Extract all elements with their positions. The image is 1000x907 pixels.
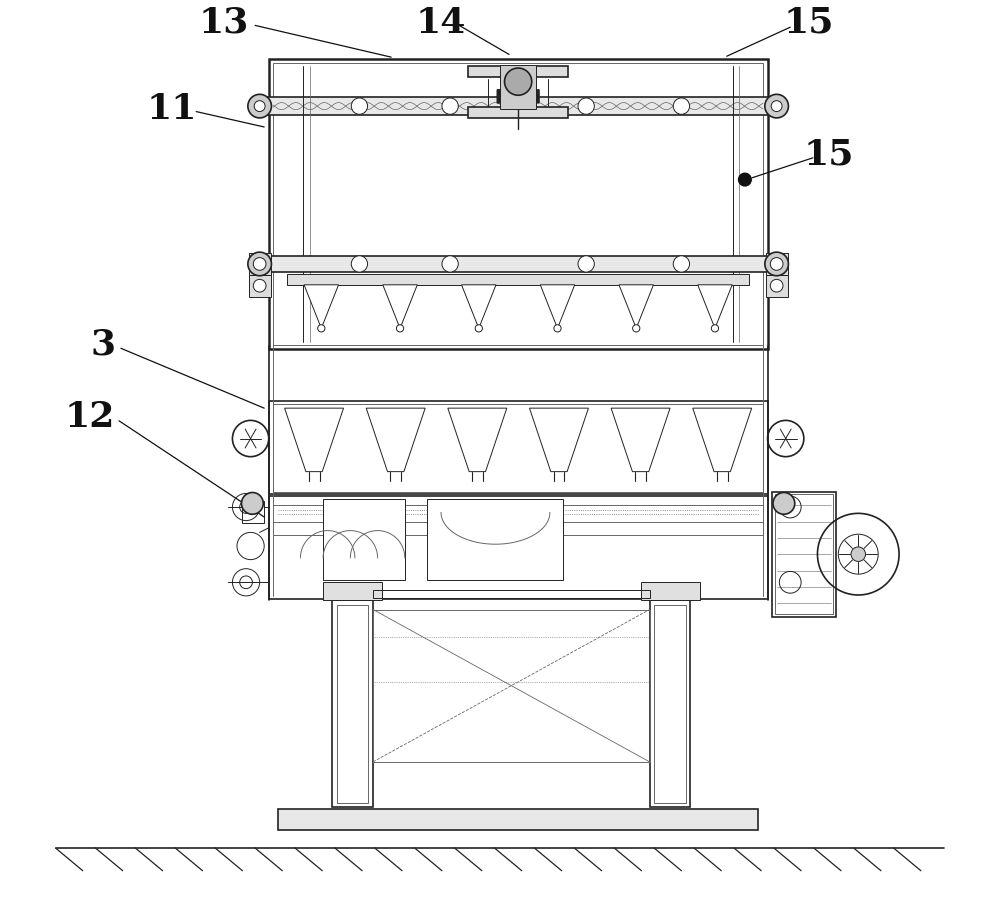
- Bar: [249, 253, 271, 275]
- Circle shape: [396, 325, 404, 332]
- Polygon shape: [611, 408, 670, 472]
- Circle shape: [475, 325, 482, 332]
- Circle shape: [578, 256, 594, 272]
- Text: 15: 15: [783, 5, 834, 40]
- Bar: [323, 582, 382, 600]
- Circle shape: [673, 256, 690, 272]
- Circle shape: [771, 101, 782, 112]
- Polygon shape: [619, 285, 653, 328]
- Circle shape: [442, 98, 458, 114]
- Circle shape: [351, 98, 368, 114]
- Circle shape: [711, 325, 719, 332]
- Circle shape: [770, 279, 783, 292]
- Circle shape: [673, 98, 690, 114]
- Polygon shape: [529, 408, 588, 472]
- Polygon shape: [304, 285, 339, 328]
- Bar: [468, 107, 568, 118]
- Bar: [269, 59, 768, 349]
- Circle shape: [248, 252, 271, 276]
- Circle shape: [770, 258, 783, 270]
- Circle shape: [253, 258, 266, 270]
- Bar: [332, 600, 373, 807]
- Polygon shape: [366, 408, 425, 472]
- Bar: [287, 274, 749, 285]
- Bar: [775, 494, 833, 614]
- Circle shape: [248, 94, 271, 118]
- Bar: [468, 66, 568, 77]
- Bar: [500, 65, 536, 109]
- Circle shape: [771, 258, 782, 269]
- Bar: [269, 496, 768, 599]
- Bar: [273, 404, 763, 492]
- Circle shape: [505, 68, 532, 95]
- Polygon shape: [285, 408, 344, 472]
- Bar: [766, 253, 788, 275]
- Bar: [654, 605, 686, 803]
- Circle shape: [765, 94, 788, 118]
- Polygon shape: [698, 285, 732, 328]
- Circle shape: [633, 325, 640, 332]
- Text: 13: 13: [198, 5, 249, 40]
- Polygon shape: [693, 408, 752, 472]
- Circle shape: [442, 256, 458, 272]
- Bar: [278, 809, 758, 830]
- Circle shape: [254, 258, 265, 269]
- Circle shape: [242, 493, 263, 514]
- Bar: [269, 401, 768, 494]
- Bar: [323, 499, 405, 580]
- Circle shape: [578, 98, 594, 114]
- Circle shape: [851, 547, 866, 561]
- Text: 15: 15: [803, 137, 854, 171]
- Bar: [337, 605, 368, 803]
- Bar: [255, 97, 781, 115]
- Text: 11: 11: [146, 92, 197, 126]
- Bar: [255, 256, 781, 272]
- Circle shape: [254, 101, 265, 112]
- Polygon shape: [448, 408, 507, 472]
- Bar: [273, 63, 763, 345]
- Circle shape: [765, 252, 788, 276]
- Bar: [249, 275, 271, 297]
- Bar: [242, 501, 264, 523]
- Circle shape: [739, 173, 751, 186]
- Circle shape: [773, 493, 795, 514]
- Bar: [373, 610, 650, 762]
- Bar: [772, 492, 836, 617]
- Bar: [427, 499, 563, 580]
- Polygon shape: [540, 285, 575, 328]
- Text: 12: 12: [65, 400, 115, 434]
- Bar: [373, 590, 650, 598]
- Bar: [766, 275, 788, 297]
- Circle shape: [318, 325, 325, 332]
- Bar: [650, 600, 690, 807]
- Circle shape: [351, 256, 368, 272]
- Polygon shape: [383, 285, 417, 328]
- Circle shape: [253, 279, 266, 292]
- Text: 3: 3: [90, 327, 115, 362]
- Circle shape: [554, 325, 561, 332]
- Bar: [641, 582, 700, 600]
- Polygon shape: [462, 285, 496, 328]
- Text: 14: 14: [416, 5, 466, 40]
